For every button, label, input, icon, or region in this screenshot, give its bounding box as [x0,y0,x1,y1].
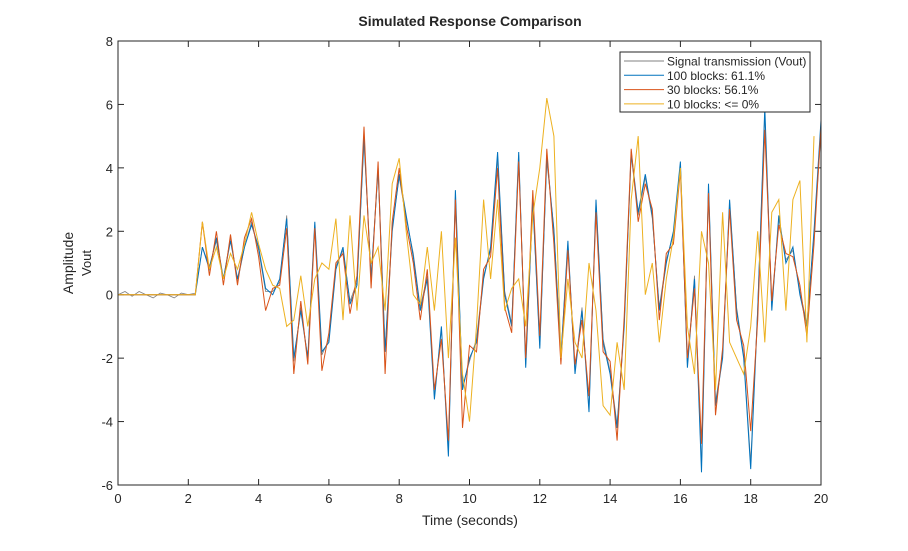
y-tick-label: 4 [106,161,113,176]
chart-title: Simulated Response Comparison [358,13,581,29]
x-tick-label: 4 [255,491,262,506]
y-tick-label: -6 [101,478,113,493]
y-tick-label: 2 [106,224,113,239]
x-tick-label: 10 [462,491,476,506]
x-tick-label: 6 [325,491,332,506]
x-tick-label: 18 [743,491,757,506]
x-tick-label: 12 [533,491,547,506]
y-tick-label: -2 [101,351,113,366]
x-tick-label: 8 [396,491,403,506]
legend-box [619,51,811,113]
y-axis-channel-label: Vout [79,250,94,276]
legend-entry-2: 30 blocks: 56.1% [667,83,759,97]
y-tick-label: -4 [101,415,113,430]
y-tick-label: 0 [106,288,113,303]
x-tick-label: 0 [114,491,121,506]
series-line-2 [118,126,821,444]
legend: Signal transmission (Vout)100 blocks: 61… [619,51,811,113]
legend-entry-1: 100 blocks: 61.1% [667,69,765,83]
axes-box [117,40,822,486]
x-tick-label: 14 [603,491,617,506]
series-line-3 [118,98,815,422]
legend-entry-3: 10 blocks: <= 0% [667,97,759,111]
legend-entry-0: Signal transmission (Vout) [667,55,806,69]
x-tick-label: 2 [185,491,192,506]
y-tick-label: 6 [106,97,113,112]
y-axis-label: Amplitude [60,232,76,294]
x-axis-label: Time (seconds) [422,512,518,528]
y-tick-label: 8 [106,34,113,49]
x-tick-label: 16 [673,491,687,506]
x-tick-label: 20 [814,491,828,506]
